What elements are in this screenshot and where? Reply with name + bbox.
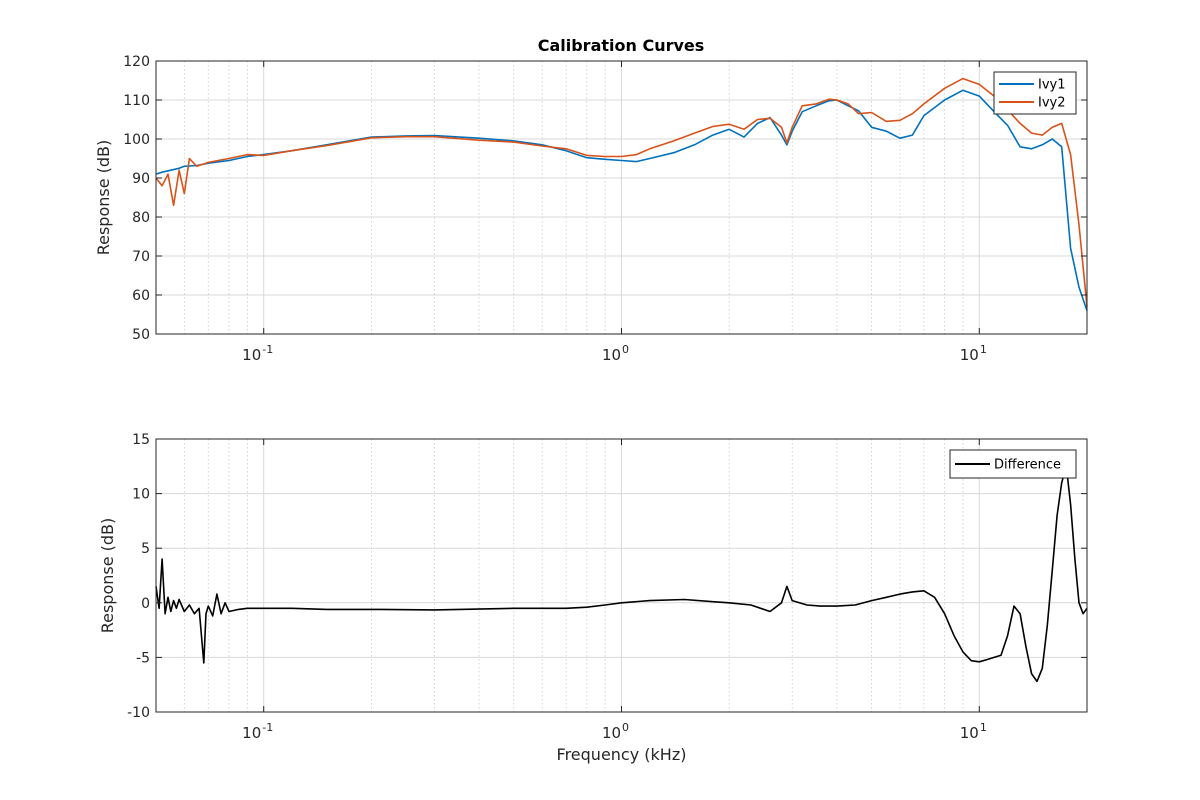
y-tick-label: 70: [132, 249, 150, 265]
y-tick-label: 15: [132, 432, 150, 448]
y-tick-label: 50: [132, 327, 150, 343]
legend-entry: Ivy1: [1038, 78, 1066, 93]
y-tick-label: -5: [136, 650, 150, 666]
legend-box: [993, 71, 1077, 115]
y-axis-label: Response (dB): [94, 140, 113, 256]
y-tick-label: 120: [123, 54, 150, 70]
y-axis-label: Response (dB): [98, 518, 117, 634]
legend-entry: Ivy2: [1038, 96, 1066, 111]
y-tick-label: 5: [141, 541, 150, 557]
x-axis-label: Frequency (kHz): [557, 745, 687, 764]
legend: Ivy1 Ivy2: [993, 71, 1077, 115]
y-tick-label: 90: [132, 171, 150, 187]
y-tick-label: 0: [141, 596, 150, 612]
y-tick-label: 60: [132, 288, 150, 304]
figure-title: Calibration Curves: [538, 36, 705, 55]
y-tick-label: -10: [127, 705, 150, 721]
y-tick-label: 110: [123, 93, 150, 109]
legend-entry: Difference: [994, 458, 1061, 473]
y-tick-label: 80: [132, 210, 150, 226]
series-line-ivy2: [155, 77, 1088, 307]
y-tick-label: 10: [132, 487, 150, 503]
series-line-difference: [155, 465, 1088, 683]
legend: Difference: [949, 449, 1077, 479]
y-tick-label: 100: [123, 132, 150, 148]
